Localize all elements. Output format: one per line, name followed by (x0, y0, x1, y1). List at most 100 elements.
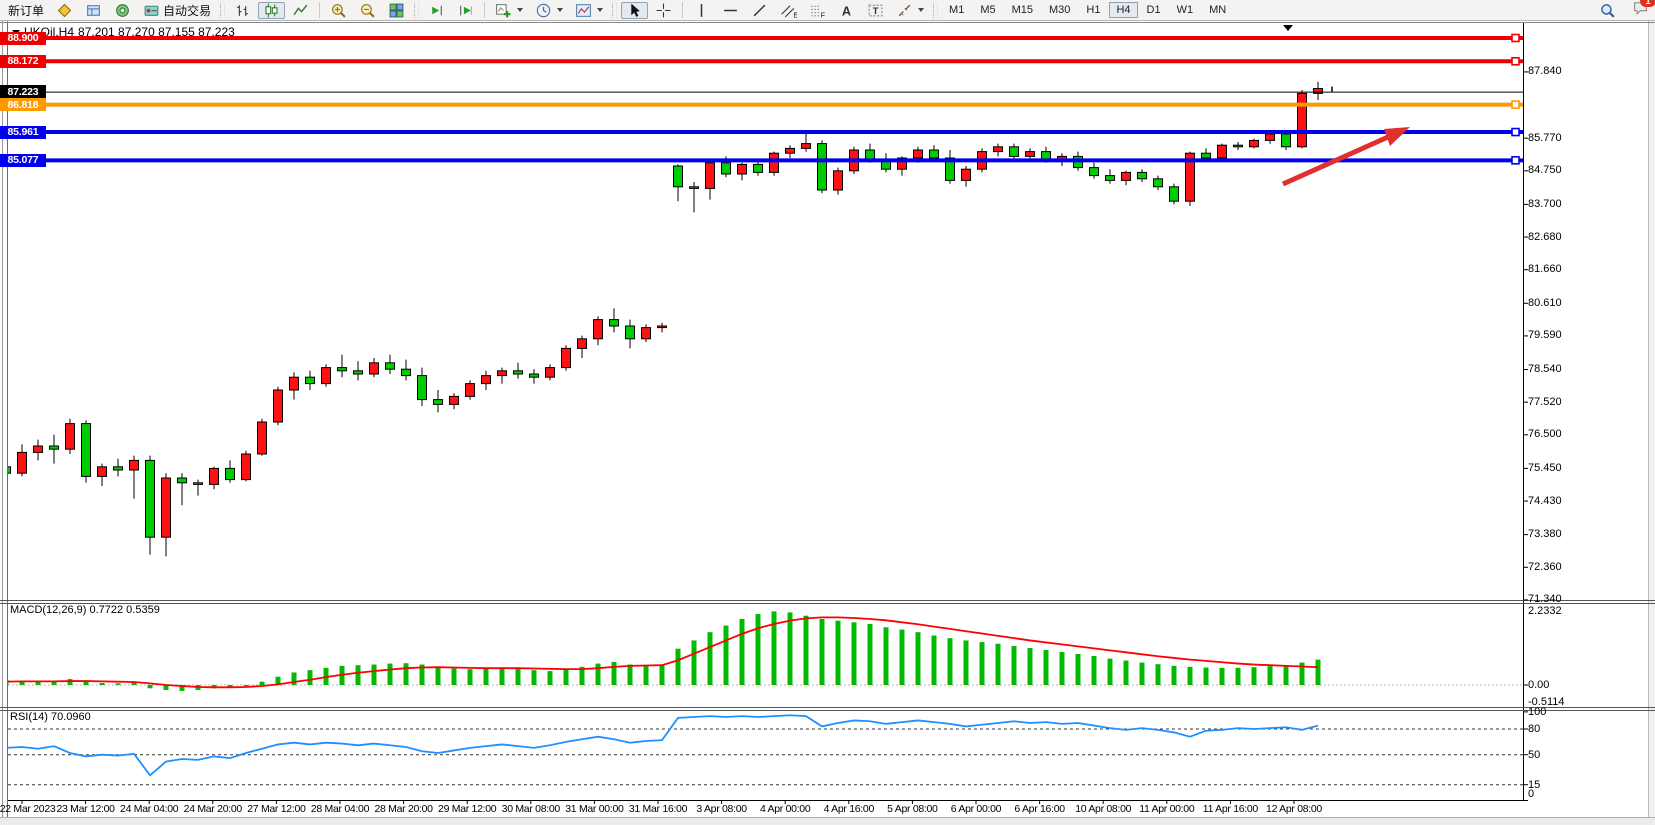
macd-histogram-bar (1171, 665, 1177, 685)
candle (929, 149, 939, 159)
crosshair-icon[interactable] (650, 2, 677, 19)
macd-histogram-bar (611, 661, 617, 685)
trend-arrow-annotation[interactable] (1281, 134, 1390, 187)
timeframe-button-m1[interactable]: M1 (949, 4, 965, 16)
search-icon[interactable] (1594, 2, 1621, 19)
chevron-down-icon[interactable] (597, 8, 604, 12)
fibonacci-icon[interactable]: F (804, 2, 831, 19)
price-axis-tick: 87.840 (1528, 65, 1562, 78)
rsi-scale-50: 50 (1528, 748, 1541, 761)
auto-scroll-icon[interactable] (423, 2, 450, 19)
bar-chart-icon[interactable] (229, 2, 256, 19)
candle (353, 370, 363, 375)
cursor-icon (626, 2, 643, 19)
text-icon[interactable]: A (833, 2, 860, 19)
candlestick-chart-icon[interactable] (258, 1, 286, 19)
toolbar-separator (220, 2, 226, 18)
tile-windows-icon (388, 2, 405, 19)
window-scroll-strip[interactable] (1648, 21, 1655, 817)
auto-trading-button[interactable]: 自动交易 (138, 2, 216, 19)
toolbar-separator (414, 2, 420, 18)
time-axis-label: 3 Apr 08:00 (696, 803, 747, 815)
macd-histogram-bar (1203, 667, 1209, 685)
new-order-button[interactable]: 新订单 (3, 2, 49, 19)
timeframe-button-m30[interactable]: M30 (1049, 4, 1071, 16)
macd-histogram-bar (35, 681, 41, 685)
templates-icon[interactable] (570, 2, 608, 19)
macd-histogram-bar (83, 681, 89, 685)
line-handle[interactable] (1511, 127, 1520, 137)
chevron-down-icon[interactable] (517, 8, 524, 12)
bar-chart-icon (234, 2, 251, 19)
timeframe-button-w1[interactable]: W1 (1176, 4, 1194, 16)
toolbar-separator (612, 2, 618, 18)
candle (833, 170, 843, 191)
line-handle[interactable] (1511, 33, 1520, 43)
timeframe-button-m5[interactable]: M5 (980, 4, 996, 16)
macd-histogram-bar (579, 666, 585, 685)
data-window-icon[interactable] (80, 2, 107, 19)
line-handle[interactable] (1511, 156, 1520, 165)
macd-histogram-bar (51, 681, 57, 685)
candle (129, 459, 139, 471)
trendline-icon[interactable] (746, 2, 773, 19)
data-window-icon (85, 2, 102, 19)
candle (897, 157, 907, 170)
macd-histogram-bar (1043, 650, 1049, 685)
candle (961, 168, 971, 181)
navigator-icon[interactable] (109, 2, 136, 19)
candle (609, 319, 619, 327)
price-axis-tick: 72.360 (1528, 560, 1562, 573)
fibonacci-icon: F (809, 2, 826, 19)
zoom-in-icon[interactable] (325, 2, 352, 19)
time-axis-label: 5 Apr 08:00 (887, 803, 938, 815)
vertical-line-icon[interactable] (688, 2, 715, 19)
chat-button[interactable]: 1 (1632, 0, 1655, 21)
macd-histogram-bar (787, 612, 793, 685)
candle (337, 367, 347, 372)
candle (1009, 146, 1019, 157)
tile-windows-icon[interactable] (383, 2, 410, 19)
macd-histogram-bar (627, 664, 633, 685)
channel-icon[interactable]: E (775, 2, 802, 19)
text-icon: A (838, 2, 855, 19)
timeframe-button-m15[interactable]: M15 (1011, 4, 1033, 16)
zoom-out-icon[interactable] (354, 2, 381, 19)
macd-indicator-label: MACD(12,26,9) 0.7722 0.5359 (10, 604, 160, 616)
candle (401, 368, 411, 377)
timeframe-button-mn[interactable]: MN (1209, 4, 1227, 16)
new-chart-icon[interactable] (490, 2, 528, 19)
macd-histogram-bar (1251, 667, 1257, 685)
arrows-icon[interactable] (891, 2, 929, 19)
macd-histogram-bar (707, 632, 713, 685)
new-chart-icon (495, 2, 512, 19)
candle (993, 146, 1003, 153)
time-axis-label: 30 Mar 08:00 (501, 803, 561, 815)
candle (369, 362, 379, 375)
candle (1169, 186, 1179, 202)
chevron-down-icon[interactable] (918, 8, 925, 12)
timeframe-button-h4[interactable]: H4 (1109, 2, 1138, 18)
text-label-icon[interactable]: T (862, 2, 889, 19)
line-handle[interactable] (1511, 100, 1520, 109)
macd-scale-min: -0.5114 (1528, 695, 1565, 708)
price-axis-tick: 80.610 (1528, 296, 1562, 309)
chart-shift-icon[interactable] (452, 2, 479, 19)
timeframe-button-d1[interactable]: D1 (1146, 4, 1161, 16)
horizontal-line-icon[interactable] (717, 2, 744, 19)
market-watch-icon[interactable] (51, 2, 78, 19)
chevron-down-icon[interactable] (557, 8, 564, 12)
trend-arrow-head[interactable] (1384, 127, 1410, 146)
line-chart-icon[interactable] (287, 2, 314, 19)
timeframe-button-h1[interactable]: H1 (1086, 4, 1101, 16)
periods-icon[interactable] (530, 2, 568, 19)
candle (257, 421, 267, 455)
line-handle[interactable] (1511, 56, 1520, 66)
macd-histogram-bar (1155, 664, 1161, 685)
candle (1297, 92, 1307, 148)
candle (449, 395, 459, 405)
candle (1201, 152, 1211, 159)
cursor-icon[interactable] (621, 1, 649, 19)
auto-scroll-icon (428, 2, 445, 19)
